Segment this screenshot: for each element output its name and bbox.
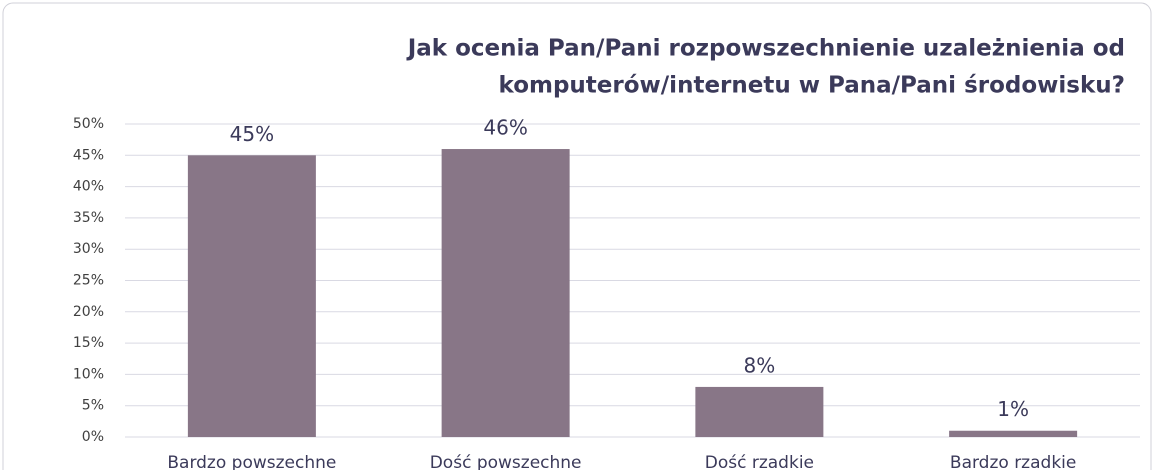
chart-title: Jak ocenia Pan/Pani rozpowszechnienie uz… [406, 36, 1125, 62]
y-tick-label: 5% [82, 398, 104, 414]
y-tick-label: 30% [73, 241, 104, 257]
data-label: 46% [483, 116, 527, 140]
y-tick-label: 45% [73, 147, 104, 163]
x-tick-label: Dość powszechne [430, 453, 582, 470]
x-tick-label: Bardzo powszechne [167, 453, 336, 470]
y-tick-label: 25% [73, 273, 104, 289]
y-tick-label: 50% [73, 116, 104, 132]
data-label: 1% [997, 397, 1029, 421]
x-tick-label: Bardzo rzadkie [950, 453, 1076, 470]
y-tick-label: 40% [73, 179, 104, 195]
y-tick-label: 35% [73, 210, 104, 226]
bar [441, 149, 570, 438]
chart-title: komputerów/internetu w Pana/Pani środowi… [499, 73, 1125, 99]
x-tick-label: Dość rzadkie [705, 453, 814, 470]
y-tick-label: 0% [82, 429, 104, 445]
bar [187, 155, 316, 438]
bar [949, 430, 1078, 437]
bar [695, 386, 824, 437]
data-label: 45% [230, 122, 274, 146]
y-tick-label: 20% [73, 304, 104, 320]
y-tick-label: 15% [73, 335, 104, 351]
y-tick-label: 10% [73, 366, 104, 382]
data-label: 8% [744, 353, 776, 377]
